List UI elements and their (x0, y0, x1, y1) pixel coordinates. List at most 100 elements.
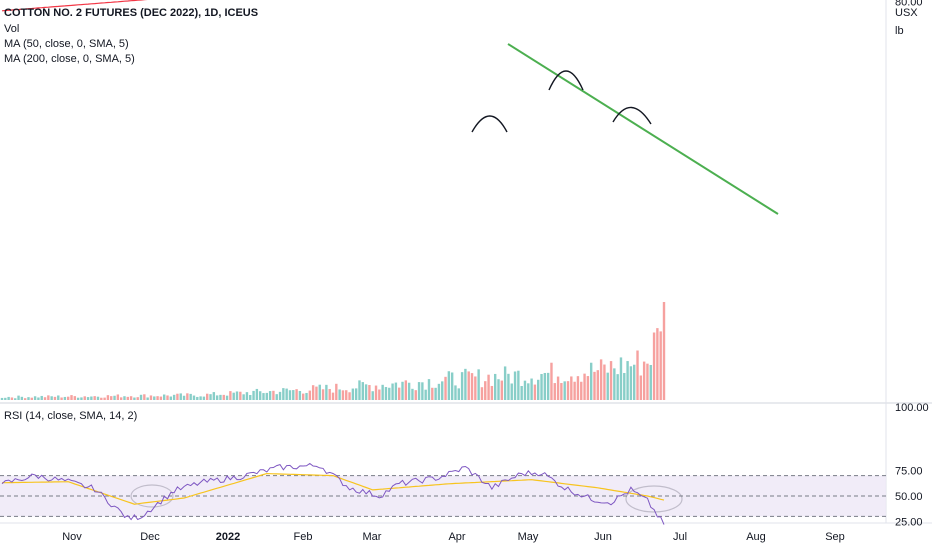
volume-bar (162, 394, 166, 400)
volume-bar (460, 372, 464, 400)
volume-bar (556, 376, 560, 400)
volume-bar (7, 396, 10, 400)
volume-bar (619, 357, 623, 400)
volume-bar (268, 391, 272, 400)
ma200-legend[interactable]: MA (200, close, 0, SMA, 5) (4, 52, 135, 66)
volume-bar (540, 374, 543, 400)
volume-bar (4, 397, 7, 400)
volume-bar (0, 397, 4, 400)
volume-bar (513, 371, 517, 400)
volume-bar (199, 396, 202, 400)
volume-bar (497, 379, 500, 400)
volume-bar (434, 387, 437, 400)
ma50-legend[interactable]: MA (50, close, 0, SMA, 5) (4, 37, 129, 51)
volume-bar (358, 380, 361, 400)
volume-bar (76, 397, 80, 400)
volume-bar (464, 368, 467, 400)
volume-bar (33, 396, 37, 400)
volume-bar (457, 388, 460, 400)
volume-bar (613, 368, 616, 400)
volume-bar (67, 396, 70, 400)
rsi-pane (0, 462, 886, 525)
volume-bar (159, 396, 163, 400)
volume-bar (503, 366, 507, 400)
volume-bar (530, 378, 533, 400)
volume-legend[interactable]: Vol (4, 22, 19, 36)
time-tick-label: Sep (825, 531, 845, 543)
volume-bar (298, 391, 302, 400)
volume-bar (186, 393, 189, 400)
volume-bar (20, 396, 24, 400)
volume-bar (189, 393, 192, 400)
volume-bar (10, 397, 14, 400)
volume-bar (50, 396, 53, 400)
volume-bar (533, 384, 537, 400)
price-tick-label: 80.00 (895, 0, 923, 9)
volume-bar (470, 373, 474, 400)
volume-bar (335, 383, 338, 400)
volume-bar (83, 396, 86, 400)
volume-bar (14, 398, 17, 400)
volume-bar (520, 386, 523, 400)
volume-bar (523, 380, 527, 400)
volume-bar (156, 396, 159, 400)
volume-bar (639, 375, 643, 400)
symbol-legend[interactable]: COTTON NO. 2 FUTURES (DEC 2022), 1D, ICE… (4, 6, 258, 20)
volume-bar (315, 386, 318, 400)
volume-bar (96, 396, 100, 400)
volume-bar (53, 396, 57, 400)
volume-bar (510, 383, 513, 400)
volume-bar (450, 372, 454, 400)
drawings[interactable] (0, 0, 886, 513)
volume-bar (642, 361, 646, 400)
volume-bar (302, 393, 305, 400)
volume-bar (305, 392, 308, 400)
volume-bar (30, 397, 33, 400)
volume-bar (348, 392, 351, 400)
time-tick-label: Jun (594, 531, 612, 543)
volume-bar (282, 388, 285, 400)
volume-bar (239, 391, 242, 400)
volume-bar (652, 332, 656, 400)
volume-bar (381, 384, 384, 400)
volume-bar (398, 387, 401, 400)
volume-bar (100, 397, 103, 400)
volume-bar (527, 383, 530, 400)
volume-bar (550, 362, 553, 400)
rsi-legend[interactable]: RSI (14, close, SMA, 14, 2) (4, 409, 137, 423)
volume-bar (143, 394, 146, 400)
volume-bar (477, 369, 480, 400)
volume-bar (500, 380, 504, 400)
volume-bar (626, 361, 629, 400)
volume-bar (209, 394, 212, 400)
volume-bar (537, 379, 540, 400)
volume-bar (659, 331, 662, 400)
left-shoulder-arc (471, 115, 508, 133)
volume-bar (103, 397, 106, 400)
volume-bar (123, 396, 126, 400)
volume-bar (623, 372, 626, 400)
volume-bar (384, 387, 388, 400)
volume-bar (60, 397, 63, 400)
volume-bar (583, 373, 586, 400)
volume-bar (202, 396, 206, 400)
volume-bar (394, 382, 398, 400)
volume-bar (388, 387, 391, 400)
volume-bar (404, 380, 408, 400)
volume-bar (225, 395, 229, 400)
volume-bar (90, 396, 93, 400)
volume-bar (407, 382, 411, 400)
time-tick-label: Dec (140, 531, 160, 543)
volume-bar (325, 384, 328, 400)
volume-bar (603, 364, 606, 400)
axes: USXlb80.0090.00100.00110.00120.00130.001… (62, 0, 928, 543)
volume-bar (447, 371, 451, 400)
volume-bar (242, 394, 245, 400)
volume-bar (543, 372, 547, 400)
volume-bar (321, 389, 325, 400)
volume-bar (126, 396, 129, 400)
volume-bar (378, 389, 381, 400)
volume-bar (454, 385, 457, 400)
volume-bar (507, 373, 510, 400)
